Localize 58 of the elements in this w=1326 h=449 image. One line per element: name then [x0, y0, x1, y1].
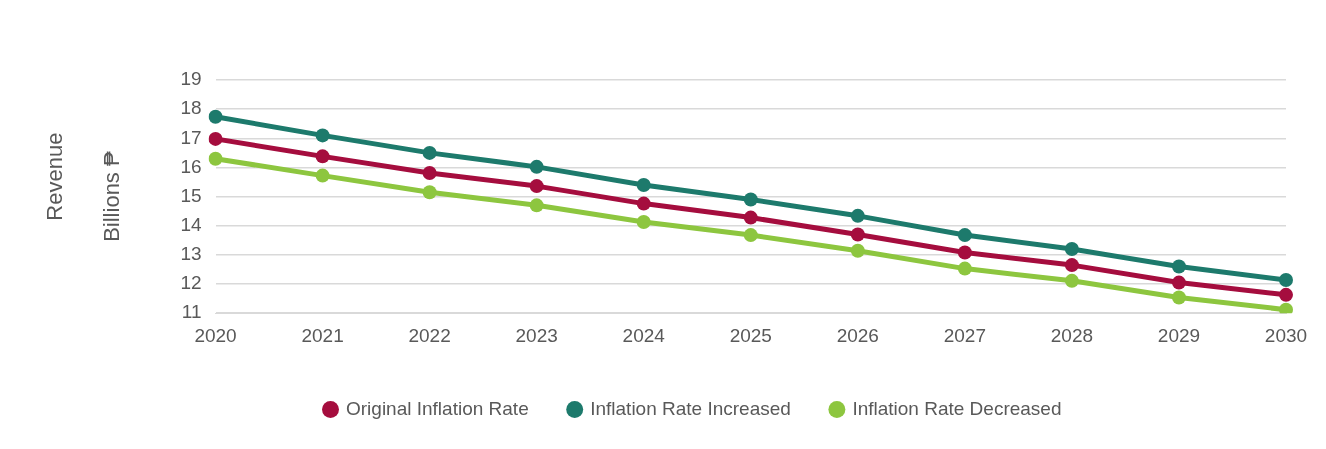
point: [743, 192, 758, 207]
point: [315, 128, 330, 143]
x-tick-label: 2027: [943, 324, 986, 346]
y-tick-label: 15: [180, 184, 202, 206]
point: [422, 185, 437, 200]
point: [957, 261, 972, 276]
y-tick-label: 11: [181, 301, 202, 323]
point: [315, 168, 330, 183]
point: [850, 227, 865, 242]
y-axis-title: Billions ₱: [99, 151, 125, 242]
point: [422, 165, 437, 180]
point: [529, 179, 544, 194]
legend-label: Original Inflation Rate: [346, 397, 529, 419]
x-tick-label: 2030: [1264, 324, 1308, 346]
point: [743, 228, 758, 243]
point: [957, 228, 972, 243]
legend-label: Inflation Rate Decreased: [852, 397, 1062, 419]
point: [208, 151, 223, 166]
point: [957, 245, 972, 260]
x-tick-label: 2023: [515, 324, 558, 346]
point: [1279, 287, 1293, 302]
x-tick-label: 2028: [1050, 324, 1094, 346]
point: [1171, 275, 1186, 290]
x-tick-label: 2024: [622, 324, 666, 346]
legend-label: Inflation Rate Increased: [590, 397, 791, 419]
point: [315, 149, 330, 164]
point: [850, 208, 865, 223]
x-tick-label: 2021: [301, 324, 344, 346]
point: [529, 159, 544, 174]
text: Revenue: [41, 132, 67, 221]
y-tick-label: 18: [180, 97, 202, 119]
point: [636, 196, 651, 211]
point: [1171, 290, 1186, 305]
y-tick-label: 17: [180, 126, 202, 148]
y-tick-label: 16: [180, 155, 202, 177]
point: [422, 145, 437, 160]
point: [208, 131, 223, 146]
point: [529, 198, 544, 213]
x-tick-label: 2020: [194, 324, 237, 346]
point: [850, 243, 865, 258]
y-tick-label: 13: [180, 243, 202, 265]
point: [1064, 273, 1079, 288]
point: [1171, 259, 1186, 274]
point: [1064, 258, 1079, 273]
point: [1064, 242, 1079, 257]
point: [636, 177, 651, 192]
point: [1279, 302, 1293, 314]
point: [636, 214, 651, 229]
point: [208, 109, 223, 124]
point: [743, 210, 758, 225]
y-tick-label: 19: [180, 68, 202, 90]
x-tick-label: 2022: [408, 324, 451, 346]
y-tick-label: 14: [180, 213, 202, 235]
x-tick-label: 2029: [1157, 324, 1201, 346]
x-tick-label: 2026: [836, 324, 879, 346]
y-tick-label: 12: [180, 272, 202, 294]
point: [1279, 272, 1293, 287]
x-tick-label: 2025: [729, 324, 772, 346]
